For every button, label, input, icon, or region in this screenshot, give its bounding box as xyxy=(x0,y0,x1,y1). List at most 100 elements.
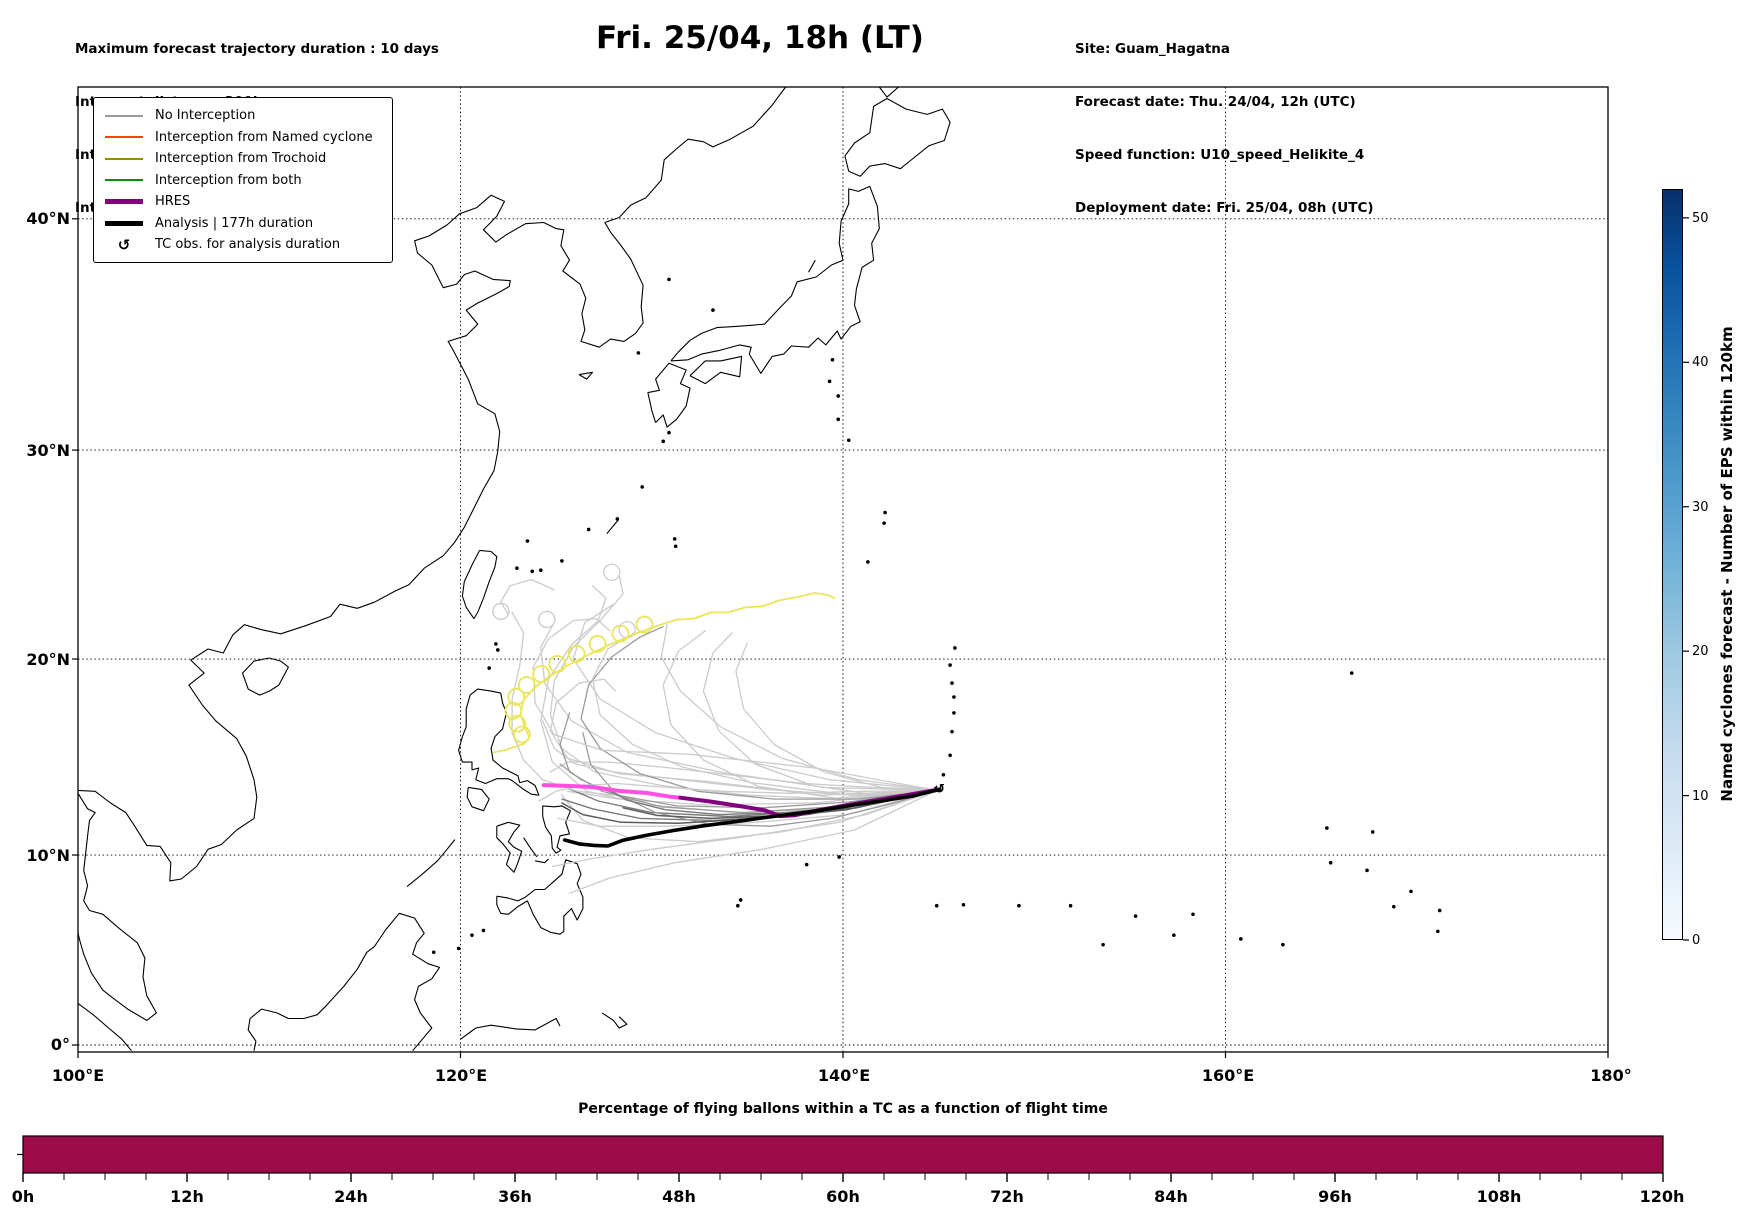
island-dot xyxy=(1325,826,1329,830)
island-dot xyxy=(1365,868,1369,873)
coastline xyxy=(241,657,289,696)
site-line: Site: Guam_Hagatna xyxy=(1075,41,1231,58)
island-dot xyxy=(1437,908,1442,913)
island-dot xyxy=(515,566,519,570)
hour-tick-24h: 24h xyxy=(334,1187,368,1206)
forecast-date-line: Forecast date: Thu. 24/04, 12h (UTC) xyxy=(1075,93,1356,110)
trajectory-light xyxy=(538,610,938,792)
no-interception-line-swatch xyxy=(102,114,146,117)
trajectory-mid xyxy=(559,763,938,809)
island-dot xyxy=(883,510,887,515)
legend-item-no-interception: No Interception xyxy=(102,105,384,127)
cbar-tick-10: 10 xyxy=(1692,789,1709,804)
coastline xyxy=(647,362,691,428)
coastline xyxy=(247,912,441,1052)
island-dot xyxy=(673,544,678,549)
hour-tick-120h: 120h xyxy=(1640,1187,1685,1206)
island-dot xyxy=(1409,889,1413,894)
trajectory-black xyxy=(562,787,942,848)
colorbar-ticks xyxy=(1683,217,1689,941)
axis-ticks xyxy=(72,218,1609,1058)
cbar-tick-40: 40 xyxy=(1692,355,1709,370)
tc-observation-marker: ↺ xyxy=(934,782,945,797)
trajectory-light xyxy=(492,578,555,621)
island-dot xyxy=(1239,937,1243,941)
coastline xyxy=(78,87,787,882)
trajectory-light xyxy=(568,789,938,894)
island-dot xyxy=(1017,903,1021,908)
hour-tick-48h: 48h xyxy=(662,1187,696,1206)
analysis-line-swatch xyxy=(102,220,146,226)
xtick-160e: 160°E xyxy=(1202,1066,1254,1085)
coastline xyxy=(878,87,899,98)
coastline xyxy=(601,1012,628,1029)
island-dot xyxy=(934,903,939,908)
trajectory-light xyxy=(591,621,938,795)
hour-tick-36h: 36h xyxy=(498,1187,532,1206)
cbar-tick-50: 50 xyxy=(1692,211,1709,226)
colorbar xyxy=(1662,189,1683,940)
ytick-0: 0° xyxy=(51,1035,70,1054)
island-dot xyxy=(661,439,666,444)
island-dot xyxy=(1392,904,1396,909)
xtick-140e: 140°E xyxy=(818,1066,870,1085)
trajectory-light xyxy=(561,789,938,843)
island-dot xyxy=(640,485,644,489)
ytick-10n: 10°N xyxy=(26,846,70,865)
speed-function-line: Speed function: U10_speed_Helikite_4 xyxy=(1075,146,1365,163)
ytick-30n: 30°N xyxy=(26,441,70,460)
legend-item-trochoid: Interception from Trochoid xyxy=(102,148,384,170)
island-dot xyxy=(487,666,491,670)
island-dot xyxy=(830,357,835,362)
island-dot xyxy=(672,537,677,541)
coastline xyxy=(578,371,594,380)
island-dot xyxy=(941,772,946,777)
island-dot xyxy=(953,646,957,650)
coastlines xyxy=(78,87,1442,1052)
xtick-180: 180° xyxy=(1590,1066,1631,1085)
island-dot xyxy=(950,729,954,734)
percentage-bar-fill xyxy=(22,1135,1664,1174)
cbar-tick-20: 20 xyxy=(1692,644,1709,659)
island-dot xyxy=(1191,912,1195,917)
coastline xyxy=(458,688,540,796)
coastline xyxy=(523,837,538,858)
island-dot xyxy=(470,933,474,937)
trajectory-light xyxy=(549,678,938,796)
island-dot xyxy=(836,394,841,398)
both-line-swatch xyxy=(102,179,146,182)
trajectory-yellow xyxy=(493,592,836,754)
island-dot xyxy=(961,902,966,907)
cbar-tick-0: 0 xyxy=(1692,933,1700,948)
island-dot xyxy=(1101,942,1105,947)
island-dot xyxy=(456,946,461,951)
island-dot xyxy=(495,648,500,652)
trajectory-light xyxy=(735,642,938,792)
bottom-chart-title: Percentage of flying ballons within a TC… xyxy=(578,1101,1108,1117)
island-dot xyxy=(1349,671,1354,675)
legend-item-analysis: Analysis | 177h duration xyxy=(102,213,384,235)
island-dot xyxy=(586,527,591,532)
hour-tick-84h: 84h xyxy=(1154,1187,1188,1206)
island-dot xyxy=(1068,903,1073,908)
island-dot xyxy=(952,711,956,715)
xtick-100e: 100°E xyxy=(52,1066,104,1085)
coastline xyxy=(534,858,549,864)
trajectory-light xyxy=(662,630,938,799)
cbar-tick-30: 30 xyxy=(1692,500,1709,515)
ytick-20n: 20°N xyxy=(26,650,70,669)
ytick-40n: 40°N xyxy=(26,209,70,228)
coastline xyxy=(406,839,456,888)
legend-item-both: Interception from both xyxy=(102,170,384,192)
island-dot xyxy=(950,681,954,685)
coastline xyxy=(461,549,498,620)
legend-item-tc-obs: ↺ TC obs. for analysis duration xyxy=(102,234,384,256)
trajectory-mid xyxy=(559,712,938,814)
header-right-block: Site: Guam_Hagatna Forecast date: Thu. 2… xyxy=(1075,6,1374,235)
island-dot xyxy=(636,351,641,355)
island-dot xyxy=(948,663,952,667)
hour-tick-0h: 0h xyxy=(12,1187,35,1206)
colorbar-label: Named cyclones forecast - Number of EPS … xyxy=(1718,326,1736,802)
trajectory-light xyxy=(572,603,938,792)
